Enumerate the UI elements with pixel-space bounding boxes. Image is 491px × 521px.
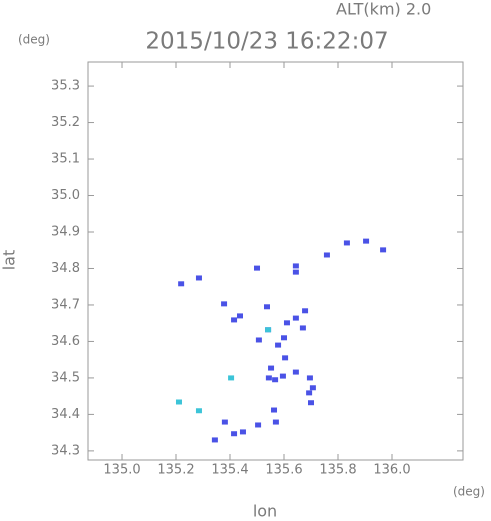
echo-cell xyxy=(282,355,289,361)
echo-cell xyxy=(265,375,272,381)
echo-cell xyxy=(265,327,272,333)
echo-cell xyxy=(236,313,243,319)
y-tick-label: 34.5 xyxy=(51,370,80,385)
echo-cell xyxy=(272,419,279,425)
x-tick-label: 135.8 xyxy=(319,463,356,478)
echo-cell xyxy=(178,281,185,287)
echo-cell xyxy=(299,325,306,331)
altitude-label: ALT(km) 2.0 xyxy=(336,0,431,19)
echo-cell xyxy=(281,335,288,341)
echo-cell xyxy=(195,408,202,414)
echo-cell xyxy=(231,431,238,437)
echo-cell xyxy=(255,337,262,343)
y-axis-label: lat xyxy=(0,250,19,271)
echo-cell xyxy=(255,422,262,428)
y-tick-label: 35.2 xyxy=(51,115,80,130)
echo-cell xyxy=(292,369,299,375)
echo-cell xyxy=(309,385,316,391)
echo-cell xyxy=(271,407,278,413)
echo-cell xyxy=(363,238,370,244)
echo-cell xyxy=(175,399,182,405)
echo-cell xyxy=(380,247,387,253)
echo-cell xyxy=(292,263,299,269)
echo-cell xyxy=(221,419,228,425)
y-tick-label: 35.3 xyxy=(51,79,80,94)
y-tick-label: 35.0 xyxy=(51,188,80,203)
y-tick-label: 34.9 xyxy=(51,224,80,239)
y-tick-label: 34.8 xyxy=(51,261,80,276)
echo-cell xyxy=(308,400,315,406)
x-tick-label: 135.6 xyxy=(265,463,302,478)
echo-cell xyxy=(263,304,270,310)
y-unit: (deg) xyxy=(18,33,50,47)
y-tick-label: 35.1 xyxy=(51,152,80,167)
y-tick-label: 34.7 xyxy=(51,297,80,312)
echo-cell xyxy=(292,269,299,275)
echo-cell xyxy=(292,315,299,321)
echo-cell xyxy=(228,375,235,381)
echo-cell xyxy=(231,317,238,323)
echo-cell xyxy=(254,265,261,271)
echo-cell xyxy=(272,377,279,383)
echo-cell xyxy=(306,375,313,381)
plot-frame xyxy=(87,61,464,461)
y-tick-label: 34.3 xyxy=(51,443,80,458)
echo-cell xyxy=(268,365,275,371)
x-axis-label: lon xyxy=(253,502,277,521)
echo-cell xyxy=(283,320,290,326)
x-tick-label: 135.4 xyxy=(211,463,248,478)
echo-cell xyxy=(343,240,350,246)
echo-cell xyxy=(195,275,202,281)
chart-title: 2015/10/23 16:22:07 xyxy=(145,29,388,55)
echo-cell xyxy=(211,437,218,443)
x-tick-label: 135.2 xyxy=(157,463,194,478)
echo-cell xyxy=(323,252,330,258)
y-tick-label: 34.6 xyxy=(51,334,80,349)
echo-cell xyxy=(302,308,309,314)
y-tick-label: 34.4 xyxy=(51,407,80,422)
echo-cell xyxy=(221,301,228,307)
x-unit: (deg) xyxy=(453,485,485,499)
x-tick-label: 135.0 xyxy=(103,463,140,478)
echo-cell xyxy=(275,342,282,348)
echo-cell xyxy=(279,373,286,379)
echo-cell xyxy=(239,429,246,435)
echo-cell xyxy=(306,390,313,396)
x-tick-label: 136.0 xyxy=(373,463,410,478)
